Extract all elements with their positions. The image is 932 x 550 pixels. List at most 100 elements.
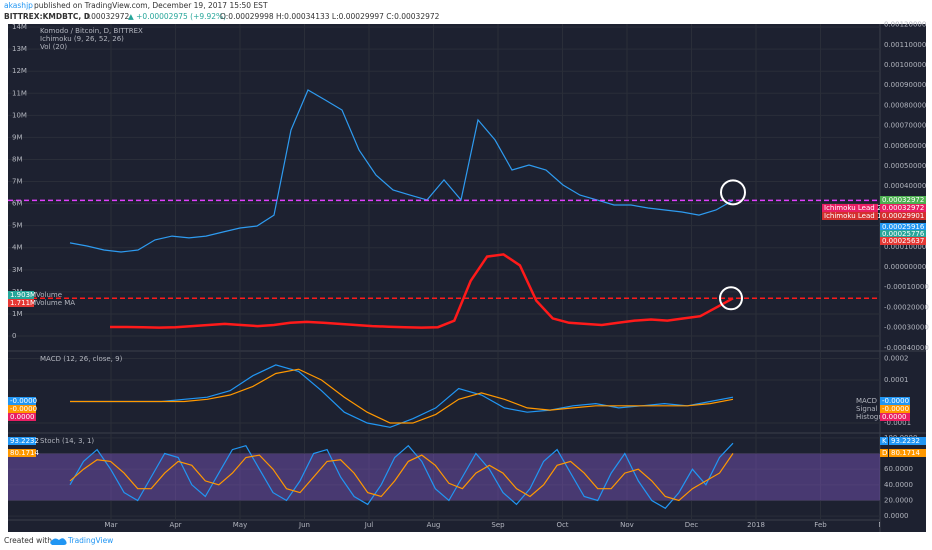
ichimoku-value-bg (880, 204, 926, 212)
x-tick-label: Sep (491, 521, 505, 529)
x-tick-label: Dec (685, 521, 699, 529)
legend: Komodo / Bitcoin, D, BITTREX (40, 27, 143, 35)
y-tick-label: 20.0000 (884, 496, 913, 504)
ichimoku-value: 0.00032972 (882, 204, 924, 212)
y-tick-label: 0.0000 (884, 512, 909, 520)
y2-tick-label: -0.00030000 (884, 324, 929, 332)
y2-tick-label: 0.00000000 (884, 263, 926, 271)
stoch-left-value-bg (8, 449, 36, 457)
stoch-right-value-bg (889, 449, 926, 457)
y-tick-label: 10M (12, 111, 27, 119)
stoch-left-value-bg (8, 437, 36, 445)
y-tick-label: 8M (12, 155, 23, 163)
y2-tick-label: 0.00120000 (884, 21, 926, 29)
y-tick-label: 9M (12, 133, 23, 141)
price-label: 0.00025637 (882, 237, 924, 245)
macd-left-value: -0.0000 (10, 397, 37, 405)
y2-tick-label: 0.00010000 (884, 243, 926, 251)
y-tick-label: 0.0002 (884, 354, 909, 362)
ichimoku-label-bg (822, 204, 878, 212)
footer-brand[interactable]: TradingView (67, 536, 113, 545)
price-label: 0.00032972 (882, 196, 924, 204)
y-tick-label: 0 (12, 332, 16, 340)
volume-ma-label: Volume MA (36, 299, 75, 307)
y2-tick-label: 0.00070000 (884, 122, 926, 130)
legend: MACD (12, 26, close, 9) (40, 355, 123, 363)
x-tick-label: Aug (427, 521, 441, 529)
macd-left-value: 0.0000 (10, 413, 35, 421)
stoch-right-value-bg (889, 437, 926, 445)
macd-left-value-bg (8, 405, 36, 413)
tv-logo (50, 538, 67, 545)
macd-series-name: MACD (856, 397, 877, 405)
y2-tick-label: -0.00010000 (884, 283, 929, 291)
stoch-key-bg (880, 437, 888, 445)
stoch-key-bg (880, 449, 888, 457)
x-tick-label: Jul (364, 521, 374, 529)
stoch-right-value: 93.2232 (891, 437, 920, 445)
x-tick-label: Oct (556, 521, 568, 529)
legend: Ichimoku (9, 26, 52, 26) (40, 35, 124, 43)
x-tick-label: Mar (878, 521, 891, 529)
x-tick-label: May (233, 521, 247, 529)
plots: Mar Apr May Jun Jul Aug Sep Oct Nov Dec 2018 Feb Mar (8, 24, 891, 529)
y2-tick-label: 0.00060000 (884, 142, 926, 150)
price-label-bg (880, 237, 926, 245)
macd-right-value-bg (880, 413, 910, 421)
volume-ma-value: 1.711M (10, 299, 36, 307)
y-tick-label: 14M (12, 23, 27, 31)
ichimoku-label: Ichimoku Lead 2 (824, 204, 881, 212)
y-tick-label: 3M (12, 266, 23, 274)
stoch-key: K (882, 437, 887, 445)
price-label-bg (880, 223, 926, 231)
x-tick-label: Mar (104, 521, 117, 529)
published: published on TradingView.com, December 1… (34, 1, 268, 10)
price-label-bg (880, 196, 926, 204)
x-tick-label: Jun (298, 521, 310, 529)
y2-tick-label: 0.00080000 (884, 101, 926, 109)
ohlc: O:0.00029998 H:0.00034133 L:0.00029997 C… (220, 12, 440, 21)
volume-value: 1.903M (10, 291, 36, 299)
y-tick-label: 0.0001 (884, 376, 909, 384)
y2-tick-label: 0.00040000 (884, 182, 926, 190)
macd-right-value: -0.0000 (882, 397, 909, 405)
y2-tick-label: -0.00040000 (884, 344, 929, 352)
stoch-left-value: 93.2232 (10, 437, 39, 445)
macd-right-value: 0.0000 (882, 413, 907, 421)
stoch-right-value: 80.1714 (891, 449, 920, 457)
highlight-circle (720, 179, 746, 206)
x-tick-label: Apr (169, 521, 181, 529)
macd-right-value-bg (880, 405, 910, 413)
y-tick-label: 12M (12, 67, 27, 75)
y-tick-label: 13M (12, 45, 27, 53)
highlight-circle (719, 286, 743, 311)
volume-value-bg (8, 291, 34, 299)
legend: Stoch (14, 3, 1) (40, 437, 94, 445)
series-line (110, 253, 734, 329)
y-tick-label: 1M (12, 310, 23, 318)
y-tick-label: 4M (12, 244, 23, 252)
author[interactable]: akashjp (4, 1, 33, 10)
volume-label: Volume (36, 291, 62, 299)
y-tick-label: -0.0001 (884, 419, 911, 427)
macd-left-value-bg (8, 397, 36, 405)
macd-right-value: -0.0000 (882, 405, 909, 413)
series-line (70, 368, 734, 424)
last-price: 0.00032972 (84, 12, 130, 21)
stoch-left-value: 80.1714 (10, 449, 39, 457)
y-tick-label: 60.0000 (884, 465, 913, 473)
y-tick-label: 6M (12, 200, 23, 208)
y2-tick-label: -0.00020000 (884, 303, 929, 311)
chart-bg (8, 24, 926, 532)
y2-tick-label: 0.00110000 (884, 41, 926, 49)
ichimoku-value: 0.00029901 (882, 212, 924, 220)
y2-tick-label: 0.00050000 (884, 162, 926, 170)
macd-series-name: Signal (856, 405, 878, 413)
ichimoku-label: Ichimoku Lead 1 (824, 212, 881, 220)
ichimoku-label-bg (822, 212, 878, 220)
y-tick-label: 40.0000 (884, 481, 913, 489)
x-tick-label: Nov (620, 521, 634, 529)
y-tick-label: 7M (12, 178, 23, 186)
volume-ma-value-bg (8, 299, 34, 307)
